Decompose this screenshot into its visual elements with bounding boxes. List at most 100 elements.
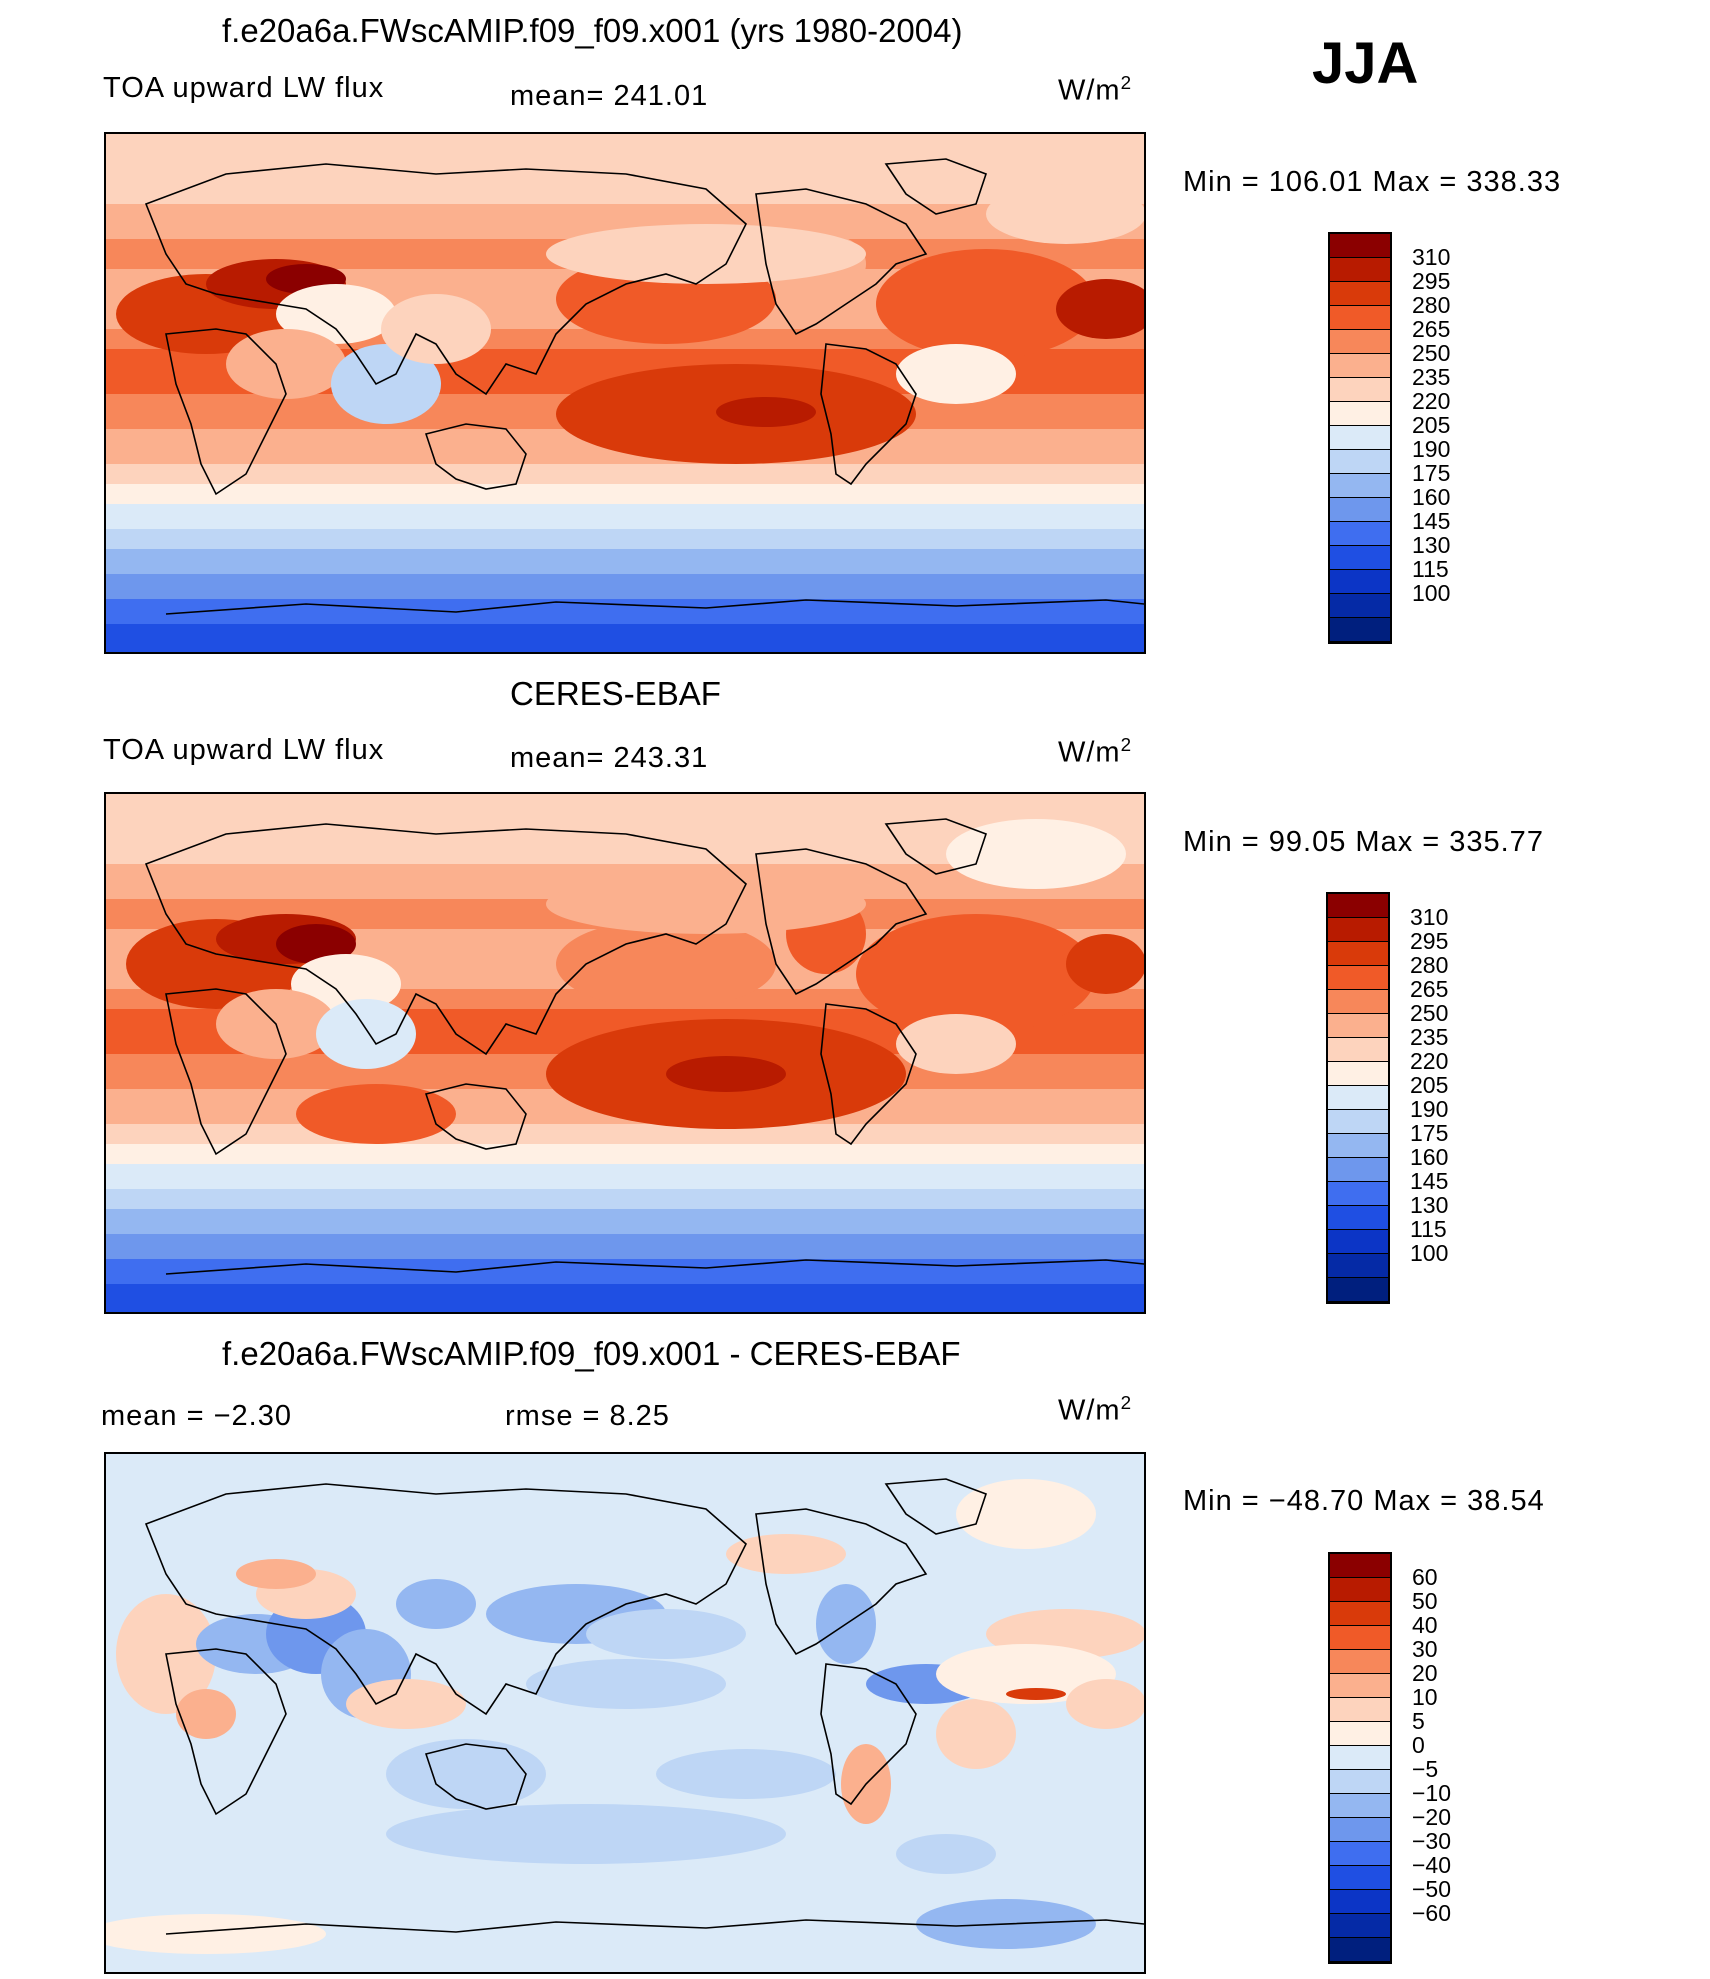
colorbar-model: 310 295 280 265 250 235 220 205 190 175 160 145 130 1… <box>1328 232 1450 644</box>
colorbar-swatch <box>1328 1230 1388 1254</box>
field-label: TOA upward LW flux <box>103 734 385 766</box>
contour-region <box>381 294 491 364</box>
units-label: W/m2 <box>1058 734 1133 769</box>
contour-region <box>986 184 1144 244</box>
coastline <box>144 823 747 1056</box>
colorbar-swatch <box>1328 1038 1388 1062</box>
coastline <box>755 188 928 336</box>
coastline <box>424 1743 527 1810</box>
contour-region <box>526 1659 726 1709</box>
coastline <box>820 343 917 486</box>
colorbar-swatch <box>1330 330 1390 354</box>
colorbar-swatch <box>1328 1086 1388 1110</box>
colorbar-tick-label: 20 <box>1412 1660 1438 1686</box>
map-canvas <box>106 134 1144 652</box>
contour-region <box>896 1834 996 1874</box>
colorbar-tick-label: 0 <box>1412 1732 1425 1758</box>
colorbar-tick-label: 205 <box>1412 412 1451 438</box>
colorbar-swatch <box>1328 918 1388 942</box>
colorbar-tick-label: 50 <box>1412 1588 1438 1614</box>
colorbar-swatch <box>1328 1182 1388 1206</box>
contour-region <box>546 874 866 934</box>
colorbar-swatch <box>1328 1110 1388 1134</box>
colorbar-swatch <box>1330 1938 1390 1962</box>
colorbar-tick-label: 295 <box>1410 928 1449 954</box>
coastline <box>755 1508 928 1656</box>
mean-label: mean= 243.31 <box>510 742 709 774</box>
colorbar-swatch <box>1330 474 1390 498</box>
colorbar-tick-label: 280 <box>1412 292 1451 318</box>
colorbar-swatch <box>1330 1842 1390 1866</box>
contour-band <box>106 529 1144 549</box>
colorbar-swatch <box>1330 234 1390 258</box>
colorbar-swatch <box>1330 618 1390 642</box>
contour-band <box>106 504 1144 529</box>
colorbar-tick-label: 100 <box>1412 580 1451 606</box>
contour-band <box>106 464 1144 484</box>
colorbar-swatch <box>1330 306 1390 330</box>
min-max-label: Min = 106.01 Max = 338.33 <box>1183 166 1562 198</box>
colorbar-swatch <box>1330 1578 1390 1602</box>
colorbar-swatch <box>1330 594 1390 618</box>
colorbar-swatch <box>1328 1206 1388 1230</box>
colorbar-tick-label: −60 <box>1412 1900 1452 1926</box>
contour-region <box>896 344 1016 404</box>
colorbar-swatch <box>1328 1158 1388 1182</box>
colorbar-tick-label: 250 <box>1410 1000 1449 1026</box>
contour-band <box>106 1209 1144 1234</box>
min-max-label: Min = 99.05 Max = 335.77 <box>1183 826 1544 858</box>
coastline <box>165 328 287 496</box>
coastline <box>165 1648 287 1816</box>
season-label: JJA <box>1312 31 1419 96</box>
colorbar-swatch <box>1330 1770 1390 1794</box>
panel-title: CERES-EBAF <box>510 675 721 712</box>
contour-band <box>106 574 1144 599</box>
contour-region <box>296 1084 456 1144</box>
coastline <box>884 1478 988 1535</box>
colorbar-swatch <box>1330 570 1390 594</box>
colorbar-swatch <box>1330 1722 1390 1746</box>
colorbar-tick-label: 265 <box>1410 976 1449 1002</box>
units-label: W/m2 <box>1058 72 1133 107</box>
colorbar-swatch <box>1328 1014 1388 1038</box>
contour-map-obs <box>104 792 1146 1314</box>
contour-region <box>106 1914 326 1954</box>
colorbar-tick-label: 145 <box>1412 508 1451 534</box>
contour-region <box>726 1534 846 1574</box>
colorbar-tick-label: 5 <box>1412 1708 1425 1734</box>
colorbar-swatch <box>1330 1746 1390 1770</box>
colorbar-swatch <box>1328 1278 1388 1302</box>
contour-band <box>106 624 1144 652</box>
colorbar-tick-label: 40 <box>1412 1612 1438 1638</box>
colorbar-tick-label: 175 <box>1412 460 1451 486</box>
colorbar-tick-label: −30 <box>1412 1828 1452 1854</box>
colorbar-swatch <box>1328 1254 1388 1278</box>
colorbar-swatch <box>1330 498 1390 522</box>
colorbar-tick-label: 235 <box>1412 364 1451 390</box>
colorbar-tick-label: −5 <box>1412 1756 1439 1782</box>
contour-map-diff <box>104 1452 1146 1974</box>
colorbar-swatch <box>1330 1794 1390 1818</box>
contour-band <box>106 549 1144 574</box>
contour-region <box>876 249 1096 359</box>
colorbar-swatch <box>1330 258 1390 282</box>
colorbar-swatch <box>1328 894 1388 918</box>
colorbar-tick-label: 145 <box>1410 1168 1449 1194</box>
contour-region <box>346 1679 466 1729</box>
rmse-label: rmse = 8.25 <box>505 1400 670 1432</box>
coastline <box>820 1663 917 1806</box>
coastline <box>165 1259 1144 1275</box>
coastline <box>165 1919 1144 1935</box>
colorbar-swatch <box>1330 1674 1390 1698</box>
colorbar-tick-label: 115 <box>1410 1216 1447 1242</box>
contour-band <box>106 134 1144 204</box>
contour-band <box>106 1284 1144 1312</box>
contour-region <box>1056 279 1144 339</box>
contour-region <box>386 1739 546 1809</box>
colorbar-tick-label: 175 <box>1410 1120 1449 1146</box>
colorbar-tick-label: 160 <box>1410 1144 1449 1170</box>
contour-region <box>331 344 441 424</box>
mean-label: mean= 241.01 <box>510 80 709 112</box>
colorbar-tick-label: 220 <box>1412 388 1451 414</box>
contour-region <box>1066 1679 1144 1729</box>
